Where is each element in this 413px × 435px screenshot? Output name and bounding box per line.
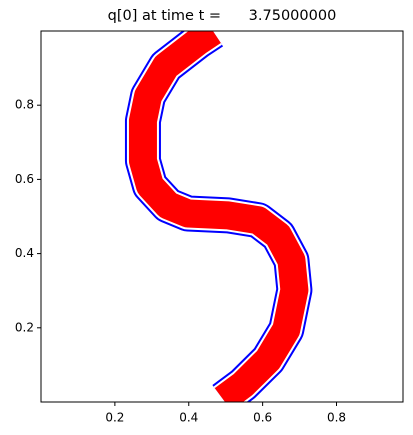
x-tick-label: 0.8 <box>327 411 346 425</box>
chart-title: q[0] at time t = 3.75000000 <box>108 8 337 24</box>
plot-area <box>124 31 313 402</box>
x-tick-label: 0.2 <box>105 411 124 425</box>
band <box>128 31 309 402</box>
y-tick-label: 0.4 <box>15 246 34 260</box>
x-tick-label: 0.4 <box>179 411 198 425</box>
y-tick-label: 0.6 <box>15 172 34 186</box>
y-tick-label: 0.8 <box>15 98 34 112</box>
x-tick-label: 0.6 <box>253 411 272 425</box>
axes-frame <box>40 30 404 403</box>
y-tick-label: 0.2 <box>15 320 34 334</box>
